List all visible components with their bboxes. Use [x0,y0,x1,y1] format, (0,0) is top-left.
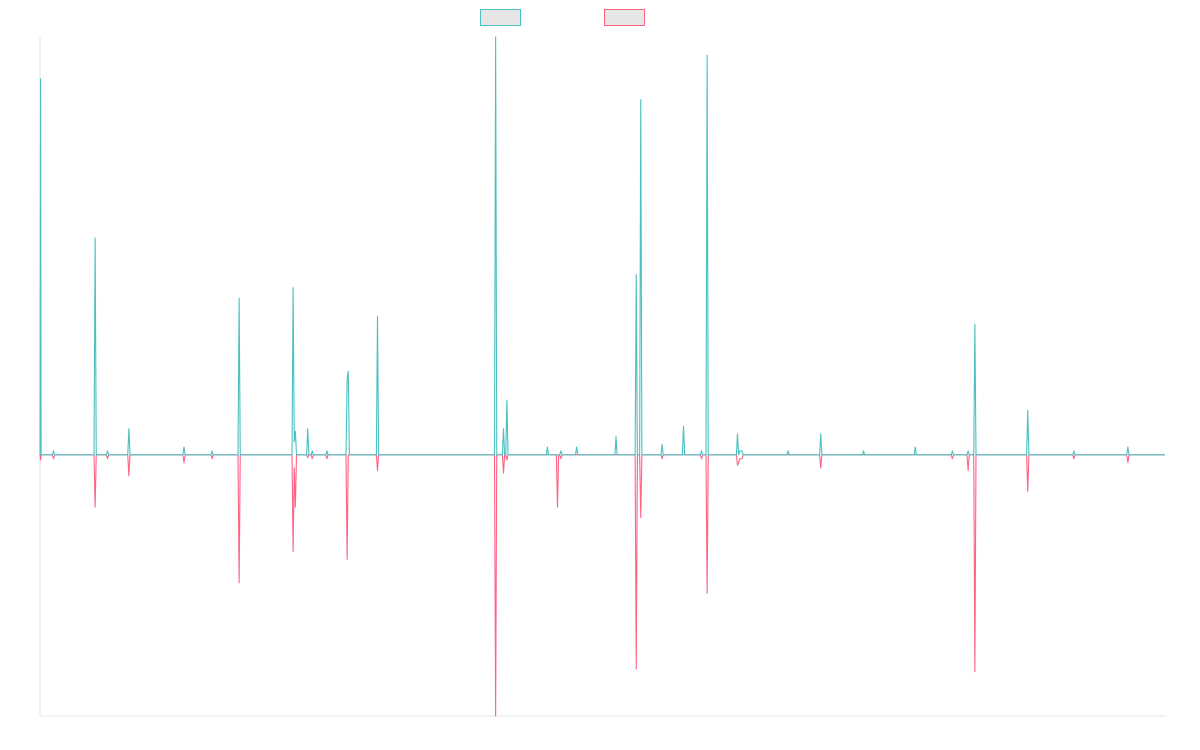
legend-swatch-1 [480,9,521,26]
legend [480,9,645,26]
legend-swatch-2 [604,9,645,26]
plot-area [39,36,1165,717]
series-line-2 [39,454,1165,717]
series-line-1 [39,36,1165,456]
axes [39,37,1165,717]
